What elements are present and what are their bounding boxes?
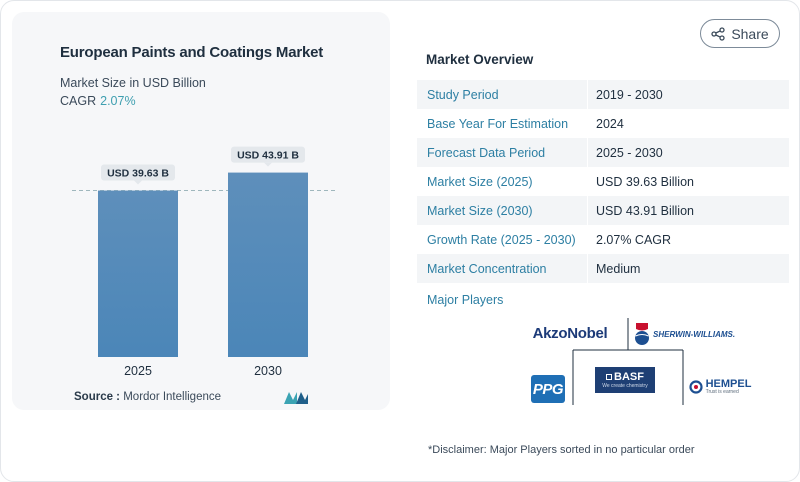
- basf-tagline: We create chemistry: [602, 383, 648, 389]
- overview-key: Forecast Data Period: [427, 145, 546, 160]
- overview-value: USD 39.63 Billion: [596, 174, 694, 189]
- basf-logo: BASF We create chemistry: [595, 367, 655, 393]
- bar-2025: [98, 190, 178, 357]
- hempel-logo: HEMPEL Trust is earned: [688, 374, 752, 400]
- major-players-title: Major Players: [427, 293, 504, 307]
- data-label: USD 39.63 B: [107, 168, 169, 180]
- overview-value: Medium: [596, 261, 641, 276]
- share-icon: [711, 26, 725, 41]
- hempel-logo-text: HEMPEL: [705, 378, 752, 390]
- overview-row: Market Size (2025) USD 39.63 Billion: [417, 167, 789, 196]
- source-label: Source :: [74, 391, 121, 403]
- overview-key: Market Size (2025): [427, 174, 533, 189]
- basf-wordmark: BASF: [606, 371, 644, 383]
- basf-square-icon: [606, 374, 613, 380]
- overview-row: Study Period 2019 - 2030: [417, 80, 789, 109]
- source: Source : Mordor Intelligence: [74, 391, 221, 403]
- market-overview-table: Study Period 2019 - 2030 Base Year For Es…: [417, 80, 789, 283]
- ppg-logo: PPG: [531, 375, 565, 403]
- cagr-label: CAGR: [60, 94, 97, 108]
- data-label-pointer: [264, 162, 272, 167]
- overview-key: Market Concentration: [427, 261, 547, 276]
- overview-value: 2.07% CAGR: [596, 232, 672, 247]
- overview-key: Growth Rate (2025 - 2030): [427, 232, 576, 247]
- overview-key: Study Period: [427, 87, 499, 102]
- hempel-ring-icon: [688, 380, 703, 394]
- x-tick-label: 2025: [124, 364, 152, 378]
- overview-key: Base Year For Estimation: [427, 116, 569, 131]
- source-value: Mordor Intelligence: [123, 391, 222, 403]
- overview-key: Market Size (2030): [427, 203, 533, 218]
- basf-logo-text: BASF: [614, 371, 644, 383]
- data-label-bg: [101, 164, 175, 181]
- overview-row: Market Size (2030) USD 43.91 Billion: [417, 196, 789, 225]
- akzonobel-logo-text: AkzoNobel: [532, 324, 608, 342]
- chart-card: [12, 12, 390, 410]
- overview-value: USD 43.91 Billion: [596, 203, 694, 218]
- mordor-intelligence-logo: [284, 392, 308, 404]
- share-button[interactable]: Share: [700, 19, 780, 48]
- x-tick-label: 2030: [254, 364, 282, 378]
- bar-2030: [228, 172, 308, 357]
- sherwin-williams-logo: SHERWIN-WILLIAMS.: [634, 319, 738, 349]
- globe-paint-icon: [635, 323, 649, 345]
- chart-subtitle: Market Size in USD Billion: [60, 76, 206, 90]
- overview-value: 2025 - 2030: [596, 145, 663, 160]
- hempel-wordmark: HEMPEL Trust is earned: [706, 379, 752, 395]
- data-label-bg: [231, 146, 305, 163]
- chart-title: European Paints and Coatings Market: [60, 44, 324, 61]
- share-label: Share: [731, 25, 769, 42]
- data-label: USD 43.91 B: [237, 150, 299, 162]
- ppg-logo-text: PPG: [532, 380, 564, 398]
- sherwin-williams-logo-text: SHERWIN-WILLIAMS.: [653, 329, 736, 339]
- bar-chart: USD 39.63 B 2025 USD 43.91 B 2030: [72, 146, 338, 378]
- overview-value: 2024: [596, 116, 624, 131]
- data-label-pointer: [134, 180, 142, 185]
- overview-row: Base Year For Estimation 2024: [417, 109, 789, 138]
- overview-value: 2019 - 2030: [596, 87, 663, 102]
- overview-row: Forecast Data Period 2025 - 2030: [417, 138, 789, 167]
- cagr: CAGR 2.07%: [60, 94, 136, 108]
- overview-row: Market Concentration Medium: [417, 254, 789, 283]
- hempel-tagline: Trust is earned: [705, 389, 739, 395]
- akzonobel-logo: AkzoNobel: [522, 322, 618, 344]
- cagr-value: 2.07%: [100, 94, 136, 108]
- disclaimer: *Disclaimer: Major Players sorted in no …: [428, 444, 695, 456]
- overview-row: Growth Rate (2025 - 2030) 2.07% CAGR: [417, 225, 789, 254]
- market-overview-title: Market Overview: [426, 52, 534, 67]
